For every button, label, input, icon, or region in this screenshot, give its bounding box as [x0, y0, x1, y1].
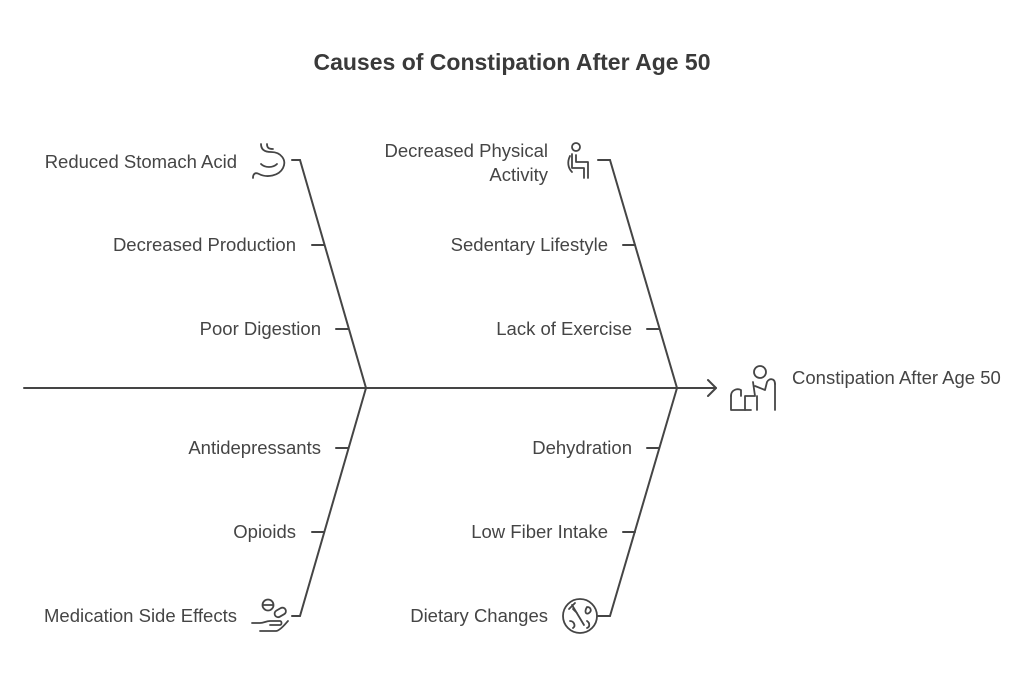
cause-sedentary-lifestyle: Sedentary Lifestyle [450, 234, 608, 255]
category-label-reduced-stomach-acid: Reduced Stomach Acid [44, 151, 237, 172]
cause-decreased-production: Decreased Production [112, 234, 296, 255]
bone-medication-side-effects [299, 387, 367, 617]
bone-reduced-stomach-acid [299, 159, 367, 389]
cause-opioids: Opioids [233, 521, 296, 542]
diagram-title: Causes of Constipation After Age 50 [313, 49, 711, 75]
category-label-dietary-changes: Dietary Changes [410, 605, 548, 626]
cause-antidepressants: Antidepressants [188, 437, 321, 458]
cause-low-fiber-intake: Low Fiber Intake [471, 521, 608, 542]
bone-decreased-physical-activity [609, 159, 678, 389]
spine-arrowhead [707, 379, 717, 397]
elderly-person-icon [730, 365, 776, 411]
effect-label: Constipation After Age 50 [792, 367, 1001, 388]
bone-dietary-changes [609, 387, 678, 617]
category-label-medication-side-effects: Medication Side Effects [44, 605, 237, 626]
pills-hand-icon [251, 598, 289, 632]
food-plate-icon [562, 598, 598, 634]
cause-poor-digestion: Poor Digestion [199, 318, 321, 339]
cause-lack-of-exercise: Lack of Exercise [496, 318, 632, 339]
stomach-icon [252, 143, 286, 179]
sitting-person-icon [567, 142, 589, 179]
category-label-decreased-physical-activity: Decreased Physical Activity [384, 140, 549, 185]
cause-dehydration: Dehydration [532, 437, 632, 458]
